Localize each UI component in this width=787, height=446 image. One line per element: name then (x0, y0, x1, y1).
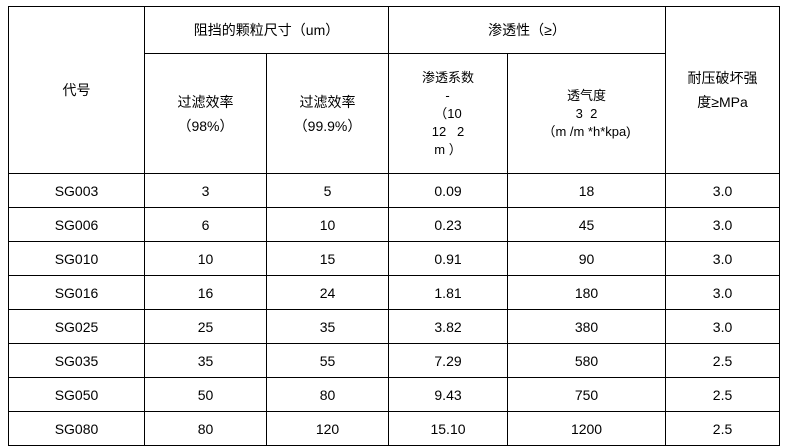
table-row: SG003 3 5 0.09 18 3.0 (8, 173, 781, 208)
cell-coef: 3.82 (388, 309, 509, 344)
header-group-permeability: 渗透性（≥） (388, 6, 667, 54)
header-group-particle-size: 阻挡的颗粒尺寸（um） (143, 6, 390, 54)
air-exp-3: 3 (575, 105, 583, 121)
table-row: SG006 6 10 0.23 45 3.0 (8, 207, 781, 242)
header-permeability-coefficient-unit-base: （10 (434, 105, 462, 121)
cell-air: 580 (507, 343, 667, 378)
cell-eff999: 35 (265, 309, 390, 344)
table-row: SG010 10 15 0.91 90 3.0 (8, 241, 781, 276)
cell-coef: 1.81 (388, 275, 509, 310)
header-permeability-coefficient-unit-exponent: 12 2 (389, 123, 507, 141)
cell-code: SG010 (8, 241, 145, 276)
header-row-top: 代号 阻挡的颗粒尺寸（um） 渗透性（≥） 耐压破坏强 度≥MPa (8, 6, 781, 174)
cell-eff999: 5 (265, 173, 390, 208)
cell-air: 380 (507, 309, 667, 344)
cell-press: 2.5 (665, 343, 781, 378)
header-filter-efficiency-98-line1: 过滤效率 (177, 93, 234, 110)
cell-eff98: 80 (144, 411, 267, 446)
cell-eff999: 120 (265, 411, 390, 446)
table-row: SG050 50 80 9.43 750 2.5 (8, 377, 781, 412)
header-filter-efficiency-999-line1: 过滤效率 (299, 93, 356, 110)
cell-code: SG025 (8, 309, 145, 344)
header-permeability-coefficient-unit-dash: - (445, 87, 451, 103)
air-exp-2: 2 (590, 105, 598, 121)
table-row: SG035 35 55 7.29 580 2.5 (8, 343, 781, 378)
cell-air: 18 (507, 173, 667, 208)
cell-code: SG035 (8, 343, 145, 378)
document-sheet: 代号 阻挡的颗粒尺寸（um） 渗透性（≥） 耐压破坏强 度≥MPa 过滤效率 （… (8, 6, 781, 446)
cell-coef: 0.91 (388, 241, 509, 276)
table-row: SG025 25 35 3.82 380 3.0 (8, 309, 781, 344)
header-pressure-strength-line1: 耐压破坏强 (687, 70, 758, 86)
cell-code: SG050 (8, 377, 145, 412)
header-permeability-coefficient-title: 渗透系数 (422, 69, 475, 85)
cell-press: 3.0 (665, 309, 781, 344)
cell-press: 3.0 (665, 275, 781, 310)
cell-press: 3.0 (665, 173, 781, 208)
specification-table: 代号 阻挡的颗粒尺寸（um） 渗透性（≥） 耐压破坏强 度≥MPa 过滤效率 （… (8, 6, 781, 446)
header-pressure-strength: 耐压破坏强 度≥MPa (665, 6, 781, 174)
header-permeability-coefficient-unit-m: m ） (389, 141, 507, 159)
cell-press: 3.0 (665, 241, 781, 276)
table-body: SG003 3 5 0.09 18 3.0 SG006 6 10 0.23 45… (8, 173, 781, 446)
cell-code: SG080 (8, 411, 145, 446)
header-code: 代号 (8, 6, 145, 174)
coef-exp-12: 12 (431, 123, 447, 139)
cell-press: 2.5 (665, 411, 781, 446)
cell-coef: 0.23 (388, 207, 509, 242)
cell-coef: 9.43 (388, 377, 509, 412)
header-filter-efficiency-98-line2: （98%） (177, 117, 234, 134)
cell-air: 1200 (507, 411, 667, 446)
cell-coef: 15.10 (388, 411, 509, 446)
cell-air: 45 (507, 207, 667, 242)
cell-code: SG016 (8, 275, 145, 310)
cell-eff999: 55 (265, 343, 390, 378)
cell-eff98: 35 (144, 343, 267, 378)
header-filter-efficiency-999: 过滤效率 （99.9%） (265, 53, 390, 174)
cell-press: 3.0 (665, 207, 781, 242)
header-air-permeability-unit: （m /m *h*kpa) (542, 123, 631, 139)
cell-eff98: 25 (144, 309, 267, 344)
cell-eff98: 10 (144, 241, 267, 276)
table-header: 代号 阻挡的颗粒尺寸（um） 渗透性（≥） 耐压破坏强 度≥MPa 过滤效率 （… (8, 6, 781, 174)
cell-code: SG003 (8, 173, 145, 208)
cell-coef: 7.29 (388, 343, 509, 378)
header-filter-efficiency-999-line2: （99.9%） (293, 117, 362, 134)
coef-unit-close: ） (448, 141, 462, 157)
cell-press: 2.5 (665, 377, 781, 412)
coef-unit-m: m (434, 141, 446, 157)
header-air-permeability-title: 透气度 (567, 87, 607, 103)
cell-code: SG006 (8, 207, 145, 242)
cell-eff98: 6 (144, 207, 267, 242)
cell-eff999: 80 (265, 377, 390, 412)
header-air-permeability-exponents: 3 2 (508, 105, 665, 123)
cell-eff98: 50 (144, 377, 267, 412)
cell-air: 90 (507, 241, 667, 276)
table-row: SG016 16 24 1.81 180 3.0 (8, 275, 781, 310)
coef-exp-2: 2 (457, 123, 465, 139)
header-filter-efficiency-98: 过滤效率 （98%） (144, 53, 267, 174)
cell-eff999: 15 (265, 241, 390, 276)
header-row-sub: 过滤效率 （98%） 过滤效率 （99.9%） 渗透系数 - （10 12 2 … (9, 53, 780, 174)
cell-air: 750 (507, 377, 667, 412)
cell-eff999: 24 (265, 275, 390, 310)
cell-eff98: 3 (144, 173, 267, 208)
header-pressure-strength-line2: 度≥MPa (697, 94, 748, 110)
cell-eff98: 16 (144, 275, 267, 310)
cell-air: 180 (507, 275, 667, 310)
table-row: SG080 80 120 15.10 1200 2.5 (8, 411, 781, 446)
cell-eff999: 10 (265, 207, 390, 242)
header-air-permeability: 透气度 3 2 （m /m *h*kpa) (507, 53, 667, 174)
cell-coef: 0.09 (388, 173, 509, 208)
header-permeability-coefficient: 渗透系数 - （10 12 2 m ） (388, 53, 509, 174)
